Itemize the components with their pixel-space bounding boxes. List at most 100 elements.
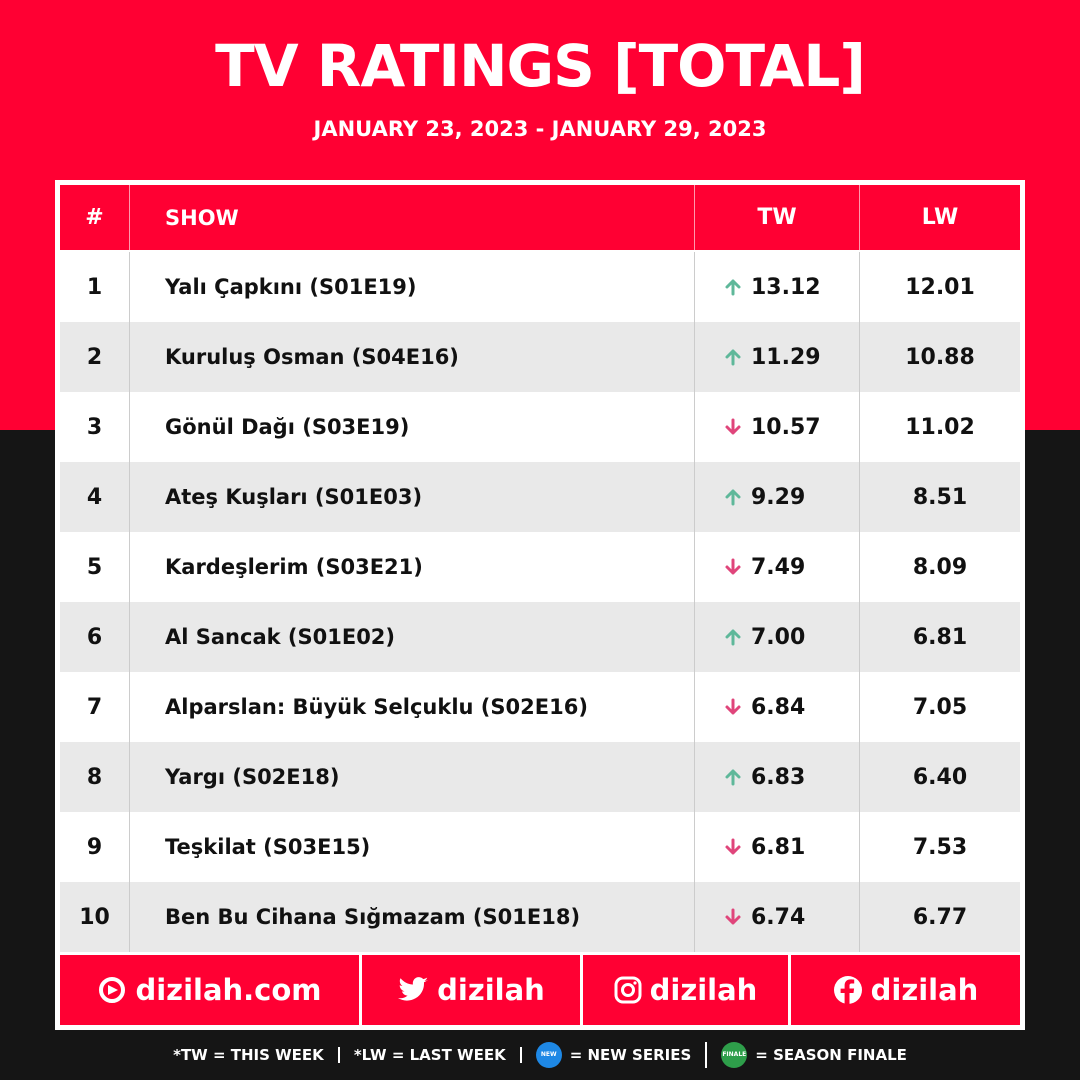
rank-cell: 8: [60, 742, 130, 812]
this-week-value: 6.74: [751, 904, 806, 930]
table-row: 10 Ben Bu Cihana Sığmazam (S01E18) 6.74 6.7…: [60, 882, 1020, 952]
last-week-cell: 6.77: [912, 904, 968, 930]
table-row: 8 Yargı (S02E18) 6.83 6.40: [60, 742, 1020, 812]
this-week-value: 6.84: [751, 694, 806, 720]
this-week-cell: 7.49: [695, 532, 860, 602]
rank-cell: 3: [60, 392, 130, 462]
table-row: 5 Kardeşlerim (S03E21) 7.49 8.09: [60, 532, 1020, 602]
table-row: 6 Al Sancak (S01E02) 7.00 6.81: [60, 602, 1020, 672]
rank-cell: 2: [60, 322, 130, 392]
rank-cell: 6: [60, 602, 130, 672]
website-icon: [99, 977, 126, 1003]
twitter-link[interactable]: dizilah: [362, 955, 583, 1025]
this-week-value: 11.29: [751, 344, 821, 370]
this-week-cell: 6.81: [695, 812, 860, 882]
legend-item: *LW = LAST WEEK: [340, 1047, 522, 1063]
show-cell: Kardeşlerim (S03E21): [130, 532, 695, 602]
legend-text: *TW = THIS WEEK: [173, 1046, 324, 1064]
this-week-cell: 9.29: [695, 462, 860, 532]
show-cell: Ben Bu Cihana Sığmazam (S01E18): [130, 882, 695, 952]
this-week-value: 7.49: [751, 554, 806, 580]
header-row: # SHOW TW LW: [60, 185, 1020, 250]
link-text: dizilah.com: [135, 973, 322, 1007]
this-week-value: 7.00: [751, 624, 806, 650]
show-cell: Al Sancak (S01E02): [130, 602, 695, 672]
this-week-value: 6.83: [751, 764, 806, 790]
show-cell: Yargı (S02E18): [130, 742, 695, 812]
legend-item: NEW = NEW SERIES: [522, 1042, 708, 1068]
show-cell: Yalı Çapkını (S01E19): [130, 252, 695, 322]
legend-text: *LW = LAST WEEK: [353, 1046, 506, 1064]
trend-up-arrow: [725, 629, 741, 646]
table-body: 1 Yalı Çapkını (S01E19) 13.12 12.01 2 Kuruluş…: [60, 252, 1020, 952]
last-week-cell: 10.88: [905, 344, 975, 370]
this-week-value: 9.29: [751, 484, 806, 510]
last-week-cell: 6.81: [912, 624, 968, 650]
rank-cell: 4: [60, 462, 130, 532]
trend-down-arrow: [725, 908, 741, 925]
last-week-cell: 8.09: [912, 554, 968, 580]
new-badge: NEW: [535, 1042, 562, 1068]
show-cell: Alparslan: Büyük Selçuklu (S02E16): [130, 672, 695, 742]
last-week-cell: 11.02: [905, 414, 975, 440]
table-row: 2 Kuruluş Osman (S04E16) 11.29 10.88: [60, 322, 1020, 392]
trend-up-arrow: [725, 279, 741, 296]
this-week-cell: 6.74: [695, 882, 860, 952]
this-week-cell: 11.29: [695, 322, 860, 392]
trend-up-arrow: [725, 489, 741, 506]
trend-down-arrow: [725, 838, 741, 855]
this-week-value: 6.81: [751, 834, 806, 860]
this-week-cell: 6.83: [695, 742, 860, 812]
rank-cell: 1: [60, 252, 130, 322]
table-row: 1 Yalı Çapkını (S01E19) 13.12 12.01: [60, 252, 1020, 322]
column-header: SHOW: [130, 185, 695, 250]
trend-up-arrow: [725, 769, 741, 786]
instagram-link[interactable]: dizilah: [583, 955, 791, 1025]
last-week-cell: 7.53: [912, 834, 968, 860]
column-header: TW: [695, 185, 860, 250]
legend-item: FINALE = SEASON FINALE: [707, 1042, 921, 1068]
table-row: 3 Gönül Dağı (S03E19) 10.57 11.02: [60, 392, 1020, 462]
finale-badge: FINALE: [721, 1042, 748, 1068]
twitter-icon: [398, 977, 429, 1001]
this-week-cell: 6.84: [695, 672, 860, 742]
ratings-table: # SHOW TW LW 1 Yalı Çapkını (S01E19) 13.12…: [55, 180, 1025, 1030]
link-text: dizilah: [437, 973, 545, 1007]
show-cell: Ateş Kuşları (S01E03): [130, 462, 695, 532]
column-header: LW: [921, 205, 959, 230]
trend-up-arrow: [725, 349, 741, 366]
legend: *TW = THIS WEEK *LW = LAST WEEK NEW = NEW…: [0, 1042, 1080, 1068]
link-text: dizilah: [649, 973, 758, 1007]
trend-down-arrow: [725, 698, 741, 715]
this-week-value: 10.57: [751, 414, 821, 440]
website-link[interactable]: dizilah.com: [60, 955, 362, 1025]
this-week-cell: 10.57: [695, 392, 860, 462]
show-cell: Gönül Dağı (S03E19): [130, 392, 695, 462]
subtitle: JANUARY 23, 2023 - JANUARY 29, 2023: [313, 117, 767, 141]
rank-cell: 5: [60, 532, 130, 602]
rank-cell: 9: [60, 812, 130, 882]
last-week-cell: 12.01: [905, 274, 975, 300]
show-cell: Teşkilat (S03E15): [130, 812, 695, 882]
show-cell: Kuruluş Osman (S04E16): [130, 322, 695, 392]
facebook-icon: [833, 976, 862, 1005]
column-header: #: [60, 185, 130, 250]
social-links: dizilah.com dizilah dizilah dizilah: [60, 955, 1020, 1025]
last-week-cell: 6.40: [912, 764, 968, 790]
legend-item: *TW = THIS WEEK: [159, 1047, 340, 1063]
trend-down-arrow: [725, 558, 741, 575]
table-row: 4 Ateş Kuşları (S01E03) 9.29 8.51: [60, 462, 1020, 532]
table-row: 9 Teşkilat (S03E15) 6.81 7.53: [60, 812, 1020, 882]
instagram-icon: [614, 976, 642, 1004]
link-text: dizilah: [870, 973, 979, 1007]
trend-down-arrow: [725, 418, 741, 435]
legend-text: = NEW SERIES: [569, 1046, 692, 1064]
table-row: 7 Alparslan: Büyük Selçuklu (S02E16) 6.84 7…: [60, 672, 1020, 742]
rank-cell: 10: [60, 882, 130, 952]
facebook-link[interactable]: dizilah: [791, 955, 1020, 1025]
this-week-cell: 13.12: [695, 252, 860, 322]
this-week-value: 13.12: [751, 274, 821, 300]
rank-cell: 7: [60, 672, 130, 742]
last-week-cell: 8.51: [912, 484, 968, 510]
